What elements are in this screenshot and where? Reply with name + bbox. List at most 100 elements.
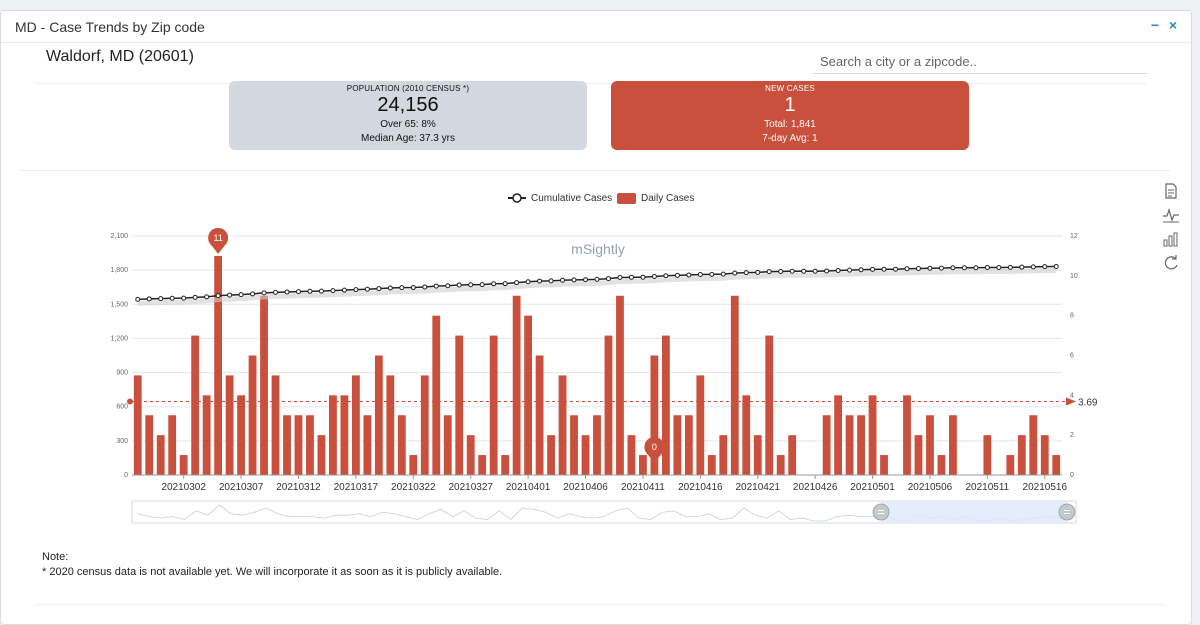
x-tick-label: 20210317 xyxy=(334,482,379,493)
new-cases-total: Total: 1,841 xyxy=(764,119,816,130)
daily-case-bar xyxy=(225,375,234,475)
cumulative-point xyxy=(1030,264,1036,270)
zoom-slider-handle[interactable] xyxy=(872,503,890,521)
zoom-slider-window xyxy=(881,501,1067,523)
daily-case-bar xyxy=(1006,455,1015,475)
location-title: Waldorf, MD (20601) xyxy=(46,48,194,65)
cumulative-point xyxy=(663,273,669,279)
daily-case-bar xyxy=(145,415,154,475)
cumulative-point xyxy=(812,268,818,274)
daily-case-bar xyxy=(707,455,716,475)
cumulative-point xyxy=(605,276,611,282)
daily-case-bar xyxy=(822,415,831,475)
cumulative-point xyxy=(261,290,267,296)
daily-case-bar xyxy=(386,375,395,475)
cumulative-point xyxy=(284,289,290,295)
cumulative-point xyxy=(1019,264,1025,270)
chart-watermark: mSightly xyxy=(571,241,625,257)
cumulative-point xyxy=(227,292,233,298)
cumulative-point xyxy=(686,272,692,278)
daily-case-bar xyxy=(730,295,739,475)
cumulative-point xyxy=(1042,264,1048,270)
marker-label: 11 xyxy=(213,233,222,243)
daily-case-bar xyxy=(937,455,946,475)
cumulative-point xyxy=(709,271,715,277)
note-text: * 2020 census data is not available yet.… xyxy=(42,566,503,578)
daily-case-bar xyxy=(443,415,452,475)
daily-case-bar xyxy=(558,375,567,475)
average-line-start xyxy=(127,398,133,405)
y-left-tick-label: 1,500 xyxy=(110,301,128,308)
daily-case-bar xyxy=(834,395,843,475)
cumulative-point xyxy=(445,283,451,289)
panel-header: MD - Case Trends by Zip code − × xyxy=(1,11,1191,43)
cumulative-point xyxy=(295,289,301,295)
minus-icon[interactable]: − xyxy=(1150,17,1159,33)
close-icon[interactable]: × xyxy=(1168,17,1177,33)
cumulative-point xyxy=(502,281,508,287)
bar-chart-icon[interactable] xyxy=(1162,230,1180,248)
zoom-slider-track xyxy=(131,500,1077,524)
cumulative-point xyxy=(192,294,198,300)
population-median-age: Median Age: 37.3 yrs xyxy=(361,133,455,144)
cumulative-point xyxy=(927,265,933,271)
daily-case-bar xyxy=(1052,455,1061,475)
search-input[interactable] xyxy=(812,50,1148,74)
legend-bar-swatch xyxy=(617,193,636,204)
legend-line-marker xyxy=(512,193,522,203)
cumulative-point xyxy=(732,270,738,276)
daily-case-bar xyxy=(512,295,521,475)
daily-case-bar xyxy=(776,455,785,475)
cumulative-point xyxy=(755,269,761,275)
cumulative-point xyxy=(938,265,944,271)
data-view-icon[interactable] xyxy=(1162,182,1180,200)
line-chart-icon[interactable] xyxy=(1162,206,1180,224)
cumulative-point xyxy=(743,270,749,276)
restore-icon[interactable] xyxy=(1162,254,1180,272)
cumulative-point xyxy=(410,285,416,291)
x-tick-label: 20210501 xyxy=(850,482,895,493)
daily-case-bar xyxy=(156,435,165,475)
x-tick-label: 20210516 xyxy=(1023,482,1068,493)
cumulative-point xyxy=(548,278,554,284)
marker-label: 0 xyxy=(652,442,657,452)
x-tick-label: 20210322 xyxy=(391,482,436,493)
average-line-label: 3.69 xyxy=(1078,398,1098,409)
population-label: POPULATION (2010 CENSUS *) xyxy=(346,84,470,93)
daily-case-bar xyxy=(742,395,751,475)
cumulative-point xyxy=(525,279,531,285)
note-title: Note: xyxy=(42,551,69,563)
cumulative-point xyxy=(158,296,164,302)
cumulative-point xyxy=(181,295,187,301)
x-tick-label: 20210302 xyxy=(161,482,206,493)
daily-case-bar xyxy=(294,415,303,475)
daily-case-bar xyxy=(914,435,923,475)
daily-case-bar xyxy=(753,435,762,475)
cumulative-point xyxy=(984,265,990,271)
daily-case-bar xyxy=(926,415,934,475)
x-tick-label: 20210421 xyxy=(735,482,780,493)
y-right-tick-label: 2 xyxy=(1070,432,1074,439)
y-left-tick-label: 900 xyxy=(116,370,128,377)
daily-case-bar xyxy=(535,355,544,475)
cumulative-point xyxy=(215,293,221,299)
daily-case-bar xyxy=(650,355,659,475)
daily-case-bar xyxy=(903,395,911,475)
daily-case-bar xyxy=(329,395,337,475)
daily-case-bar xyxy=(1040,435,1049,475)
daily-case-bar xyxy=(179,455,188,475)
daily-case-bar xyxy=(351,375,360,475)
daily-case-bar xyxy=(317,435,326,475)
daily-case-bar xyxy=(581,435,590,475)
daily-case-bar xyxy=(455,335,464,475)
cumulative-point xyxy=(904,266,910,272)
cumulative-point xyxy=(479,282,485,288)
y-left-tick-label: 2,100 xyxy=(110,233,128,240)
x-tick-label: 20210411 xyxy=(621,482,665,493)
zoom-slider-handle[interactable] xyxy=(1058,503,1076,521)
daily-case-bar xyxy=(432,315,441,475)
y-left-tick-label: 0 xyxy=(124,472,128,479)
daily-case-bar xyxy=(949,415,957,475)
legend-cumulative-label: Cumulative Cases xyxy=(531,193,612,204)
y-left-tick-label: 1,200 xyxy=(110,335,128,342)
